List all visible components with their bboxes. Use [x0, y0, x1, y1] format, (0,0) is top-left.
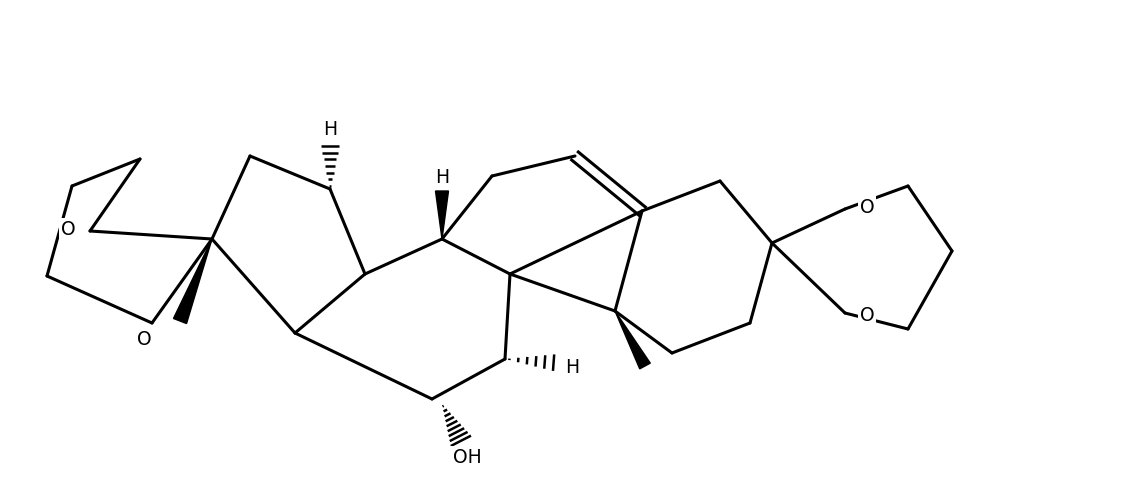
Text: OH: OH [453, 447, 481, 466]
Text: O: O [61, 220, 76, 239]
Text: H: H [565, 358, 579, 377]
Text: O: O [136, 330, 151, 349]
Text: O: O [860, 198, 874, 217]
Polygon shape [173, 239, 212, 324]
Text: H: H [435, 168, 449, 187]
Polygon shape [615, 312, 650, 369]
Polygon shape [435, 191, 448, 239]
Text: H: H [323, 120, 337, 139]
Text: O: O [860, 306, 874, 325]
